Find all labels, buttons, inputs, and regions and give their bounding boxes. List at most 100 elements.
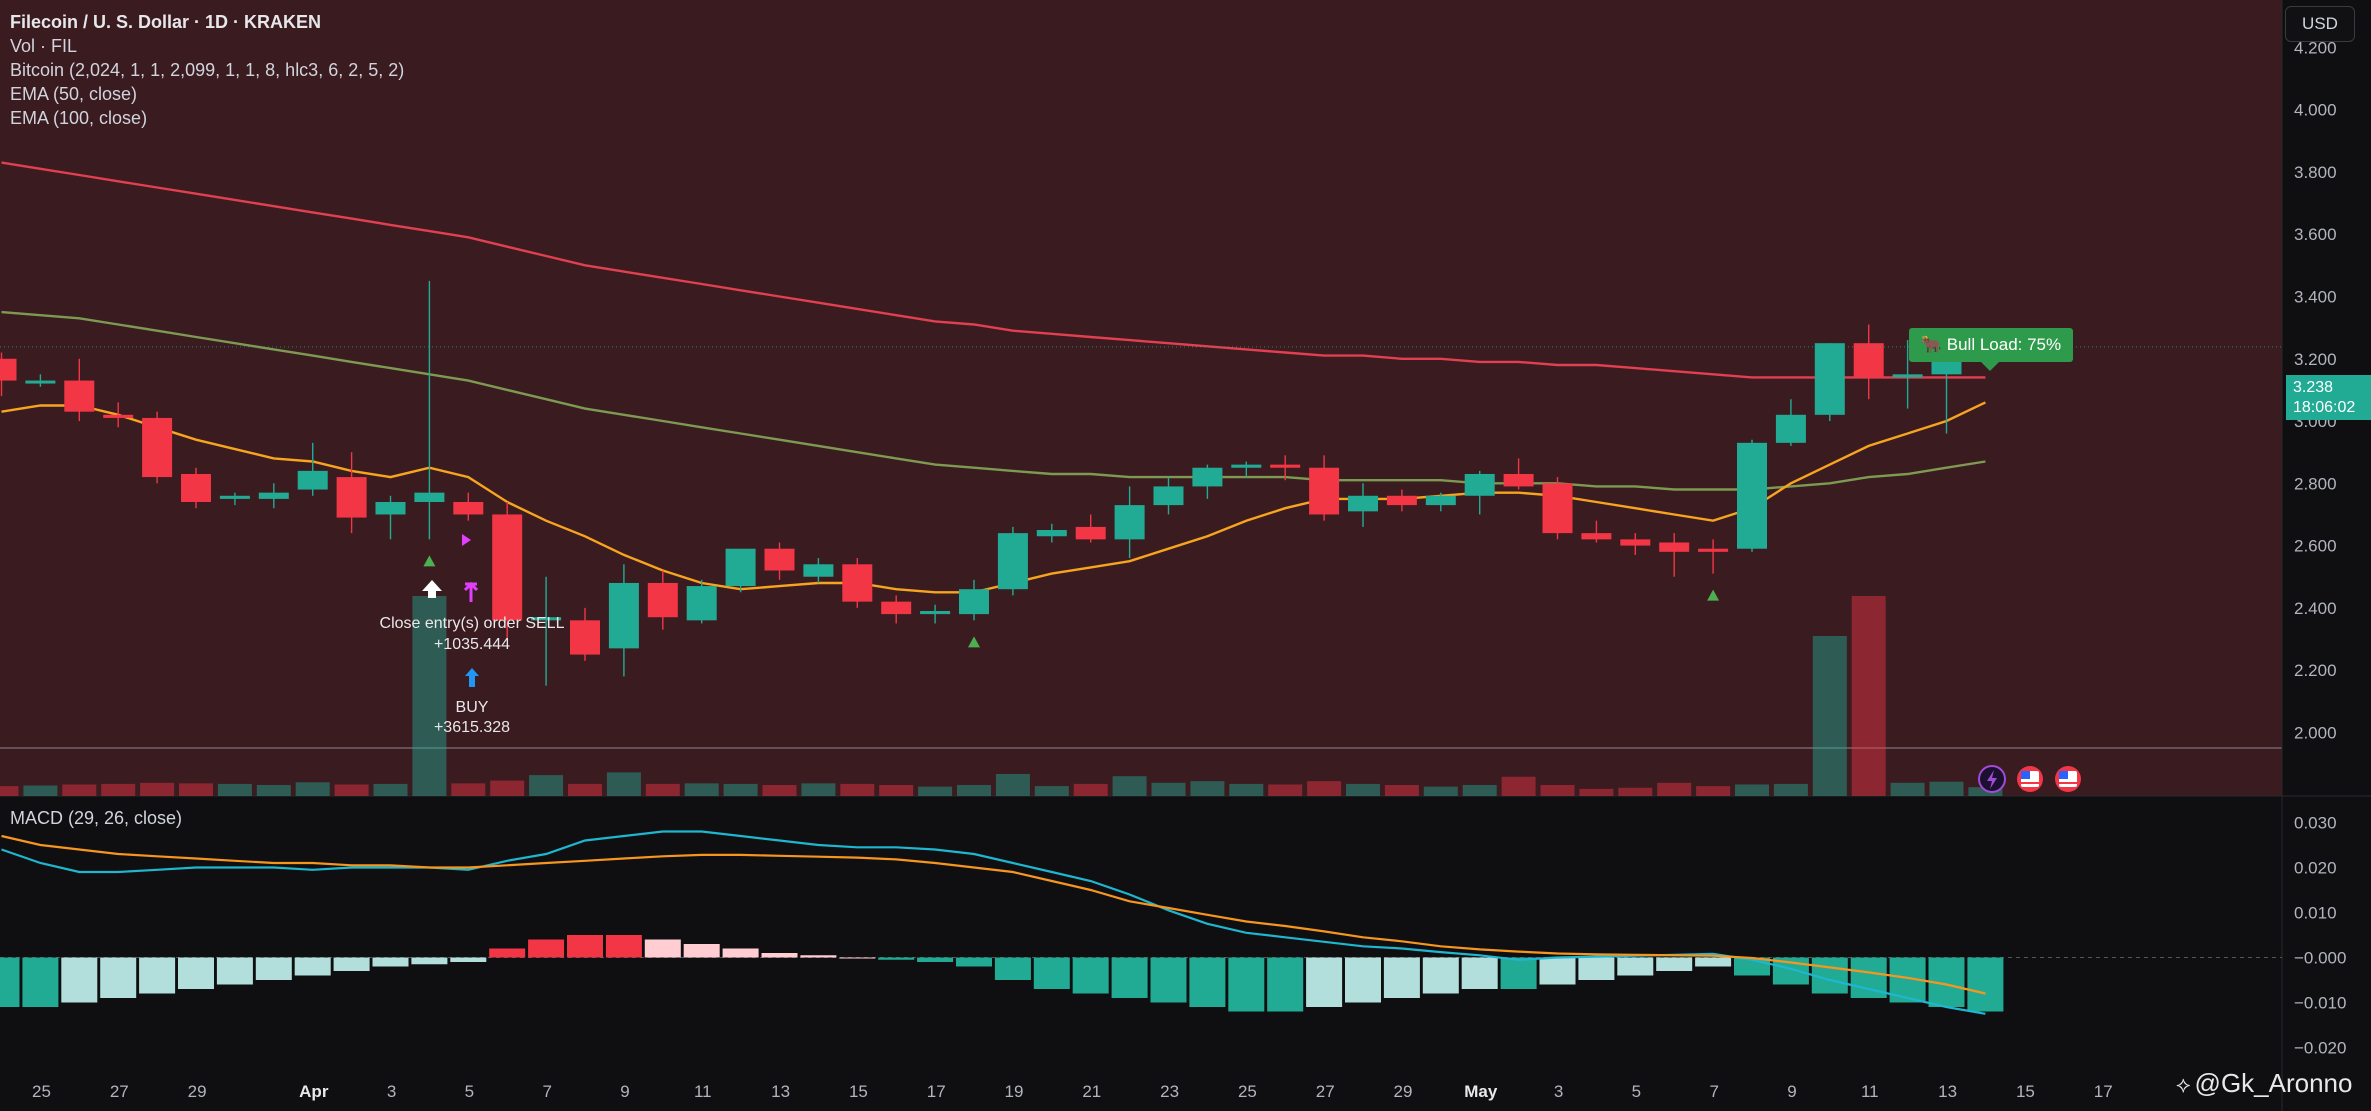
candle[interactable]: [103, 402, 134, 428]
volume-bar: [23, 785, 58, 796]
macd-histogram-bar: [294, 957, 331, 976]
macd-histogram-bar: [1111, 957, 1148, 998]
candle[interactable]: [1853, 324, 1884, 400]
candle[interactable]: [336, 452, 367, 534]
time-tick-label: 15: [2016, 1082, 2035, 1101]
candle[interactable]: [881, 595, 912, 624]
candle[interactable]: [1892, 340, 1923, 409]
candle[interactable]: [258, 483, 289, 509]
macd-histogram-bar: [839, 957, 876, 959]
candle[interactable]: [219, 492, 250, 506]
candle[interactable]: [803, 558, 834, 583]
legend-volume[interactable]: Vol · FIL: [10, 36, 78, 56]
candle[interactable]: [959, 579, 989, 621]
candle[interactable]: [764, 542, 795, 580]
candle[interactable]: [608, 564, 639, 677]
time-tick-label: 13: [1938, 1082, 1957, 1101]
candle[interactable]: [725, 548, 756, 593]
volume-bar: [1657, 782, 1692, 796]
candle-body: [531, 617, 562, 621]
candle[interactable]: [647, 570, 678, 630]
macd-histogram-bar: [0, 957, 20, 1007]
volume-bar: [1190, 781, 1225, 796]
price-tick-label: 2.800: [2294, 474, 2337, 493]
macd-histogram-bar: [139, 957, 176, 994]
macd-histogram-bar: [683, 944, 720, 958]
candle[interactable]: [414, 280, 445, 540]
candle[interactable]: [1036, 523, 1067, 543]
volume-bar: [1229, 783, 1264, 796]
candle[interactable]: [842, 558, 873, 608]
currency-button[interactable]: USD: [2285, 6, 2355, 42]
candle-body: [1853, 343, 1884, 378]
candle[interactable]: [1464, 470, 1495, 515]
candle-body: [1309, 467, 1340, 515]
candle[interactable]: [1775, 399, 1806, 446]
candle-body: [1659, 542, 1690, 552]
macd-legend[interactable]: MACD (29, 26, close): [10, 808, 183, 828]
us-flag-event-icon-2[interactable]: [2055, 766, 2081, 792]
macd-histogram-bar: [1695, 957, 1732, 967]
candle[interactable]: [181, 467, 211, 509]
time-tick-label: 23: [1160, 1082, 1179, 1101]
legend-ema-100[interactable]: EMA (100, close): [10, 108, 148, 128]
volume-bar: [295, 782, 330, 796]
candle[interactable]: [1231, 461, 1262, 478]
legend-bitcoin-indicator[interactable]: Bitcoin (2,024, 1, 1, 2,099, 1, 1, 8, hl…: [10, 60, 405, 80]
symbol-title[interactable]: Filecoin / U. S. Dollar · 1D · KRAKEN: [10, 12, 322, 32]
candle[interactable]: [375, 495, 406, 540]
candle[interactable]: [1659, 533, 1690, 577]
candle[interactable]: [1620, 533, 1651, 555]
candle[interactable]: [1386, 489, 1417, 512]
candle[interactable]: [1192, 464, 1223, 499]
candle[interactable]: [142, 411, 173, 484]
lightning-event-icon[interactable]: [1978, 765, 2006, 793]
volume-bar: [217, 783, 252, 796]
candle[interactable]: [531, 576, 562, 686]
volume-bar: [1968, 787, 2003, 796]
candle[interactable]: [1542, 477, 1573, 540]
volume-bar: [62, 784, 97, 796]
volume-bar: [529, 775, 564, 796]
time-tick-label: 17: [927, 1082, 946, 1101]
us-flag-event-icon[interactable]: [2017, 766, 2043, 792]
macd-histogram-bar: [1578, 957, 1615, 980]
price-tick-label: 4.000: [2294, 101, 2337, 120]
signal-triangle-icon: [423, 555, 436, 567]
candle[interactable]: [1425, 492, 1456, 512]
candle[interactable]: [997, 526, 1028, 596]
candle[interactable]: [1581, 520, 1612, 543]
candle[interactable]: [1503, 458, 1534, 490]
candle[interactable]: [453, 492, 484, 521]
candle[interactable]: [1075, 514, 1106, 543]
volume-bar: [490, 780, 525, 796]
candle[interactable]: [1270, 455, 1301, 481]
candle[interactable]: [25, 374, 56, 387]
candle[interactable]: [64, 358, 95, 422]
volume-bar: [1929, 781, 1964, 796]
candle[interactable]: [1348, 483, 1378, 527]
candle[interactable]: [686, 579, 717, 624]
candle[interactable]: [1737, 439, 1767, 552]
macd-line: [1, 830, 1986, 1015]
candle[interactable]: [570, 607, 600, 661]
macd-histogram-bar: [372, 957, 409, 967]
candle[interactable]: [492, 502, 523, 640]
macd-histogram-bar: [22, 957, 59, 1007]
candle[interactable]: [297, 442, 328, 496]
candle-body: [1114, 505, 1145, 540]
ema-100-line: [1, 161, 1986, 379]
candle[interactable]: [0, 352, 17, 397]
candle[interactable]: [920, 604, 951, 624]
candle[interactable]: [1114, 486, 1145, 559]
legend-ema-50[interactable]: EMA (50, close): [10, 84, 138, 104]
candle[interactable]: [1153, 477, 1184, 515]
time-tick-label: 11: [1861, 1082, 1879, 1101]
volume-bar: [1773, 783, 1808, 796]
candle-body: [842, 564, 873, 602]
candle[interactable]: [1814, 343, 1845, 422]
candle[interactable]: [1698, 539, 1729, 574]
candle[interactable]: [1309, 455, 1340, 521]
time-tick-label: 25: [1238, 1082, 1257, 1101]
